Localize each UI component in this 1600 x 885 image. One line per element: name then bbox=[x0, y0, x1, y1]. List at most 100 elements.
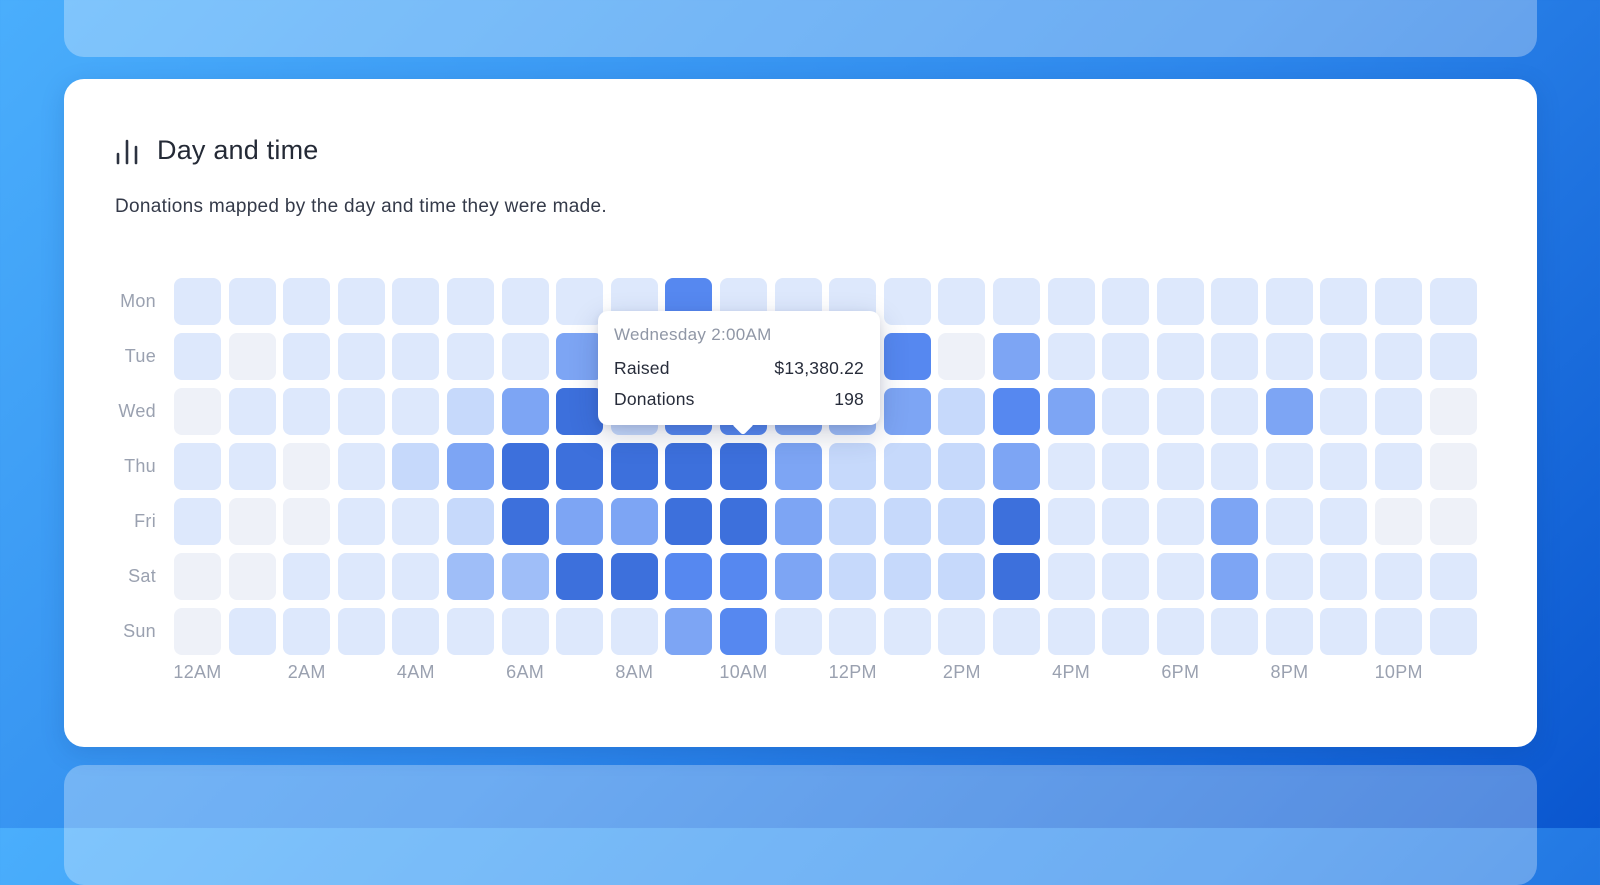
heatmap-cell[interactable] bbox=[829, 553, 877, 600]
heatmap-cell[interactable] bbox=[1320, 553, 1368, 600]
heatmap-cell[interactable] bbox=[392, 388, 440, 435]
heatmap-cell[interactable] bbox=[992, 443, 1040, 490]
heatmap-cell[interactable] bbox=[938, 278, 986, 325]
heatmap-cell[interactable] bbox=[774, 443, 822, 490]
heatmap-cell[interactable] bbox=[228, 498, 276, 545]
heatmap-cell[interactable] bbox=[283, 278, 331, 325]
heatmap-cell[interactable] bbox=[1102, 498, 1150, 545]
heatmap-cell[interactable] bbox=[556, 498, 604, 545]
heatmap-cell[interactable] bbox=[992, 278, 1040, 325]
heatmap-cell[interactable] bbox=[501, 553, 549, 600]
heatmap-cell[interactable] bbox=[719, 553, 767, 600]
heatmap-cell[interactable] bbox=[392, 553, 440, 600]
heatmap-cell[interactable] bbox=[337, 333, 385, 380]
heatmap-cell[interactable] bbox=[446, 388, 494, 435]
heatmap-cell[interactable] bbox=[228, 333, 276, 380]
heatmap-cell[interactable] bbox=[883, 608, 931, 655]
heatmap-cell[interactable] bbox=[283, 608, 331, 655]
heatmap-cell[interactable] bbox=[1429, 388, 1477, 435]
heatmap-cell[interactable] bbox=[1102, 388, 1150, 435]
heatmap-cell[interactable] bbox=[1375, 443, 1423, 490]
heatmap-cell[interactable] bbox=[1102, 333, 1150, 380]
heatmap-cell[interactable] bbox=[1102, 608, 1150, 655]
heatmap-cell[interactable] bbox=[228, 443, 276, 490]
heatmap-cell[interactable] bbox=[938, 443, 986, 490]
heatmap-cell[interactable] bbox=[501, 498, 549, 545]
heatmap-cell[interactable] bbox=[1156, 278, 1204, 325]
heatmap-cell[interactable] bbox=[228, 278, 276, 325]
heatmap-cell[interactable] bbox=[174, 498, 221, 545]
heatmap-cell[interactable] bbox=[774, 498, 822, 545]
heatmap-cell[interactable] bbox=[883, 498, 931, 545]
heatmap-cell[interactable] bbox=[1320, 388, 1368, 435]
heatmap-cell[interactable] bbox=[938, 333, 986, 380]
heatmap-cell[interactable] bbox=[665, 498, 713, 545]
heatmap-cell[interactable] bbox=[1320, 333, 1368, 380]
heatmap-cell[interactable] bbox=[719, 498, 767, 545]
heatmap-cell[interactable] bbox=[337, 443, 385, 490]
heatmap-cell[interactable] bbox=[1156, 608, 1204, 655]
heatmap-cell[interactable] bbox=[556, 333, 604, 380]
heatmap-cell[interactable] bbox=[829, 443, 877, 490]
heatmap-cell[interactable] bbox=[556, 443, 604, 490]
heatmap-cell[interactable] bbox=[1211, 278, 1259, 325]
heatmap-cell[interactable] bbox=[446, 498, 494, 545]
heatmap-cell[interactable] bbox=[1211, 608, 1259, 655]
heatmap-cell[interactable] bbox=[337, 553, 385, 600]
heatmap-cell[interactable] bbox=[992, 498, 1040, 545]
heatmap-cell[interactable] bbox=[992, 388, 1040, 435]
heatmap-cell[interactable] bbox=[774, 553, 822, 600]
heatmap-cell[interactable] bbox=[556, 388, 604, 435]
heatmap-cell[interactable] bbox=[1047, 333, 1095, 380]
heatmap-cell[interactable] bbox=[1320, 278, 1368, 325]
heatmap-cell[interactable] bbox=[1211, 498, 1259, 545]
heatmap-cell[interactable] bbox=[1375, 608, 1423, 655]
heatmap-cell[interactable] bbox=[883, 388, 931, 435]
heatmap-cell[interactable] bbox=[1047, 608, 1095, 655]
heatmap-cell[interactable] bbox=[174, 278, 221, 325]
heatmap-cell[interactable] bbox=[501, 333, 549, 380]
heatmap-cell[interactable] bbox=[1320, 443, 1368, 490]
heatmap-cell[interactable] bbox=[610, 608, 658, 655]
heatmap-cell[interactable] bbox=[610, 498, 658, 545]
heatmap-cell[interactable] bbox=[392, 333, 440, 380]
heatmap-cell[interactable] bbox=[1102, 278, 1150, 325]
heatmap-cell[interactable] bbox=[556, 608, 604, 655]
heatmap-cell[interactable] bbox=[283, 498, 331, 545]
heatmap-cell[interactable] bbox=[283, 553, 331, 600]
heatmap-cell[interactable] bbox=[1429, 498, 1477, 545]
heatmap-cell[interactable] bbox=[1375, 498, 1423, 545]
heatmap-cell[interactable] bbox=[1156, 498, 1204, 545]
heatmap-cell[interactable] bbox=[337, 278, 385, 325]
heatmap-cell[interactable] bbox=[829, 498, 877, 545]
heatmap-cell[interactable] bbox=[610, 553, 658, 600]
heatmap-cell[interactable] bbox=[1265, 333, 1313, 380]
heatmap-cell[interactable] bbox=[1320, 498, 1368, 545]
heatmap-cell[interactable] bbox=[174, 388, 221, 435]
heatmap-cell[interactable] bbox=[665, 443, 713, 490]
heatmap-cell[interactable] bbox=[992, 333, 1040, 380]
heatmap-cell[interactable] bbox=[883, 553, 931, 600]
heatmap-cell[interactable] bbox=[938, 608, 986, 655]
heatmap-cell[interactable] bbox=[446, 443, 494, 490]
heatmap-cell[interactable] bbox=[1375, 278, 1423, 325]
heatmap-cell[interactable] bbox=[1211, 553, 1259, 600]
heatmap-cell[interactable] bbox=[938, 553, 986, 600]
heatmap-cell[interactable] bbox=[1375, 553, 1423, 600]
heatmap-cell[interactable] bbox=[501, 608, 549, 655]
heatmap-cell[interactable] bbox=[1047, 388, 1095, 435]
heatmap-cell[interactable] bbox=[938, 498, 986, 545]
heatmap-cell[interactable] bbox=[1265, 278, 1313, 325]
heatmap-cell[interactable] bbox=[392, 608, 440, 655]
heatmap-cell[interactable] bbox=[1211, 388, 1259, 435]
heatmap-cell[interactable] bbox=[228, 553, 276, 600]
heatmap-cell[interactable] bbox=[719, 608, 767, 655]
heatmap-cell[interactable] bbox=[883, 443, 931, 490]
heatmap-cell[interactable] bbox=[392, 278, 440, 325]
heatmap-cell[interactable] bbox=[501, 388, 549, 435]
heatmap-cell[interactable] bbox=[1265, 553, 1313, 600]
heatmap-cell[interactable] bbox=[1320, 608, 1368, 655]
heatmap-cell[interactable] bbox=[992, 608, 1040, 655]
heatmap-cell[interactable] bbox=[392, 498, 440, 545]
heatmap-cell[interactable] bbox=[665, 608, 713, 655]
